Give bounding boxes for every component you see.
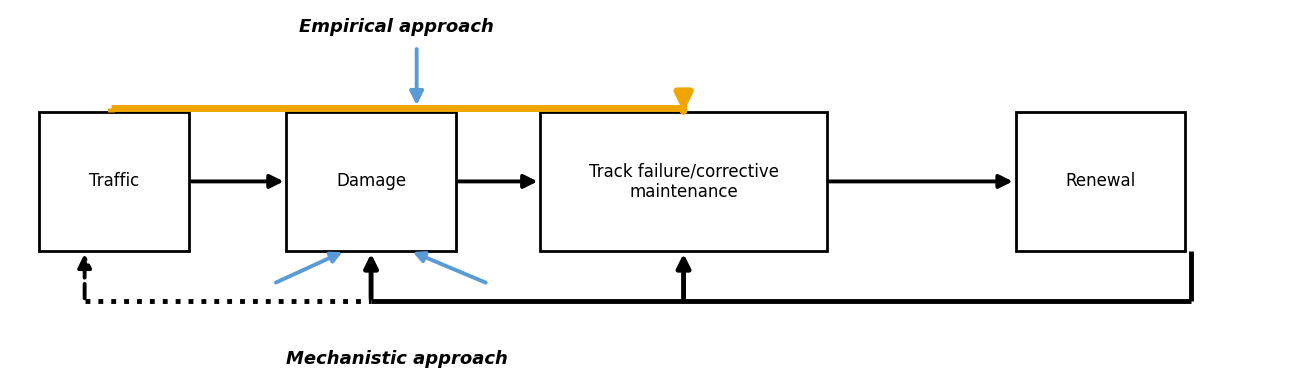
FancyBboxPatch shape — [39, 112, 189, 251]
Text: Damage: Damage — [336, 173, 406, 190]
Text: Track failure/corrective
maintenance: Track failure/corrective maintenance — [589, 162, 779, 201]
FancyBboxPatch shape — [540, 112, 827, 251]
Text: Mechanistic approach: Mechanistic approach — [286, 350, 508, 368]
FancyBboxPatch shape — [286, 112, 456, 251]
Text: Empirical approach: Empirical approach — [299, 18, 495, 36]
Text: Traffic: Traffic — [89, 173, 139, 190]
Text: Renewal: Renewal — [1065, 173, 1135, 190]
FancyBboxPatch shape — [1016, 112, 1185, 251]
